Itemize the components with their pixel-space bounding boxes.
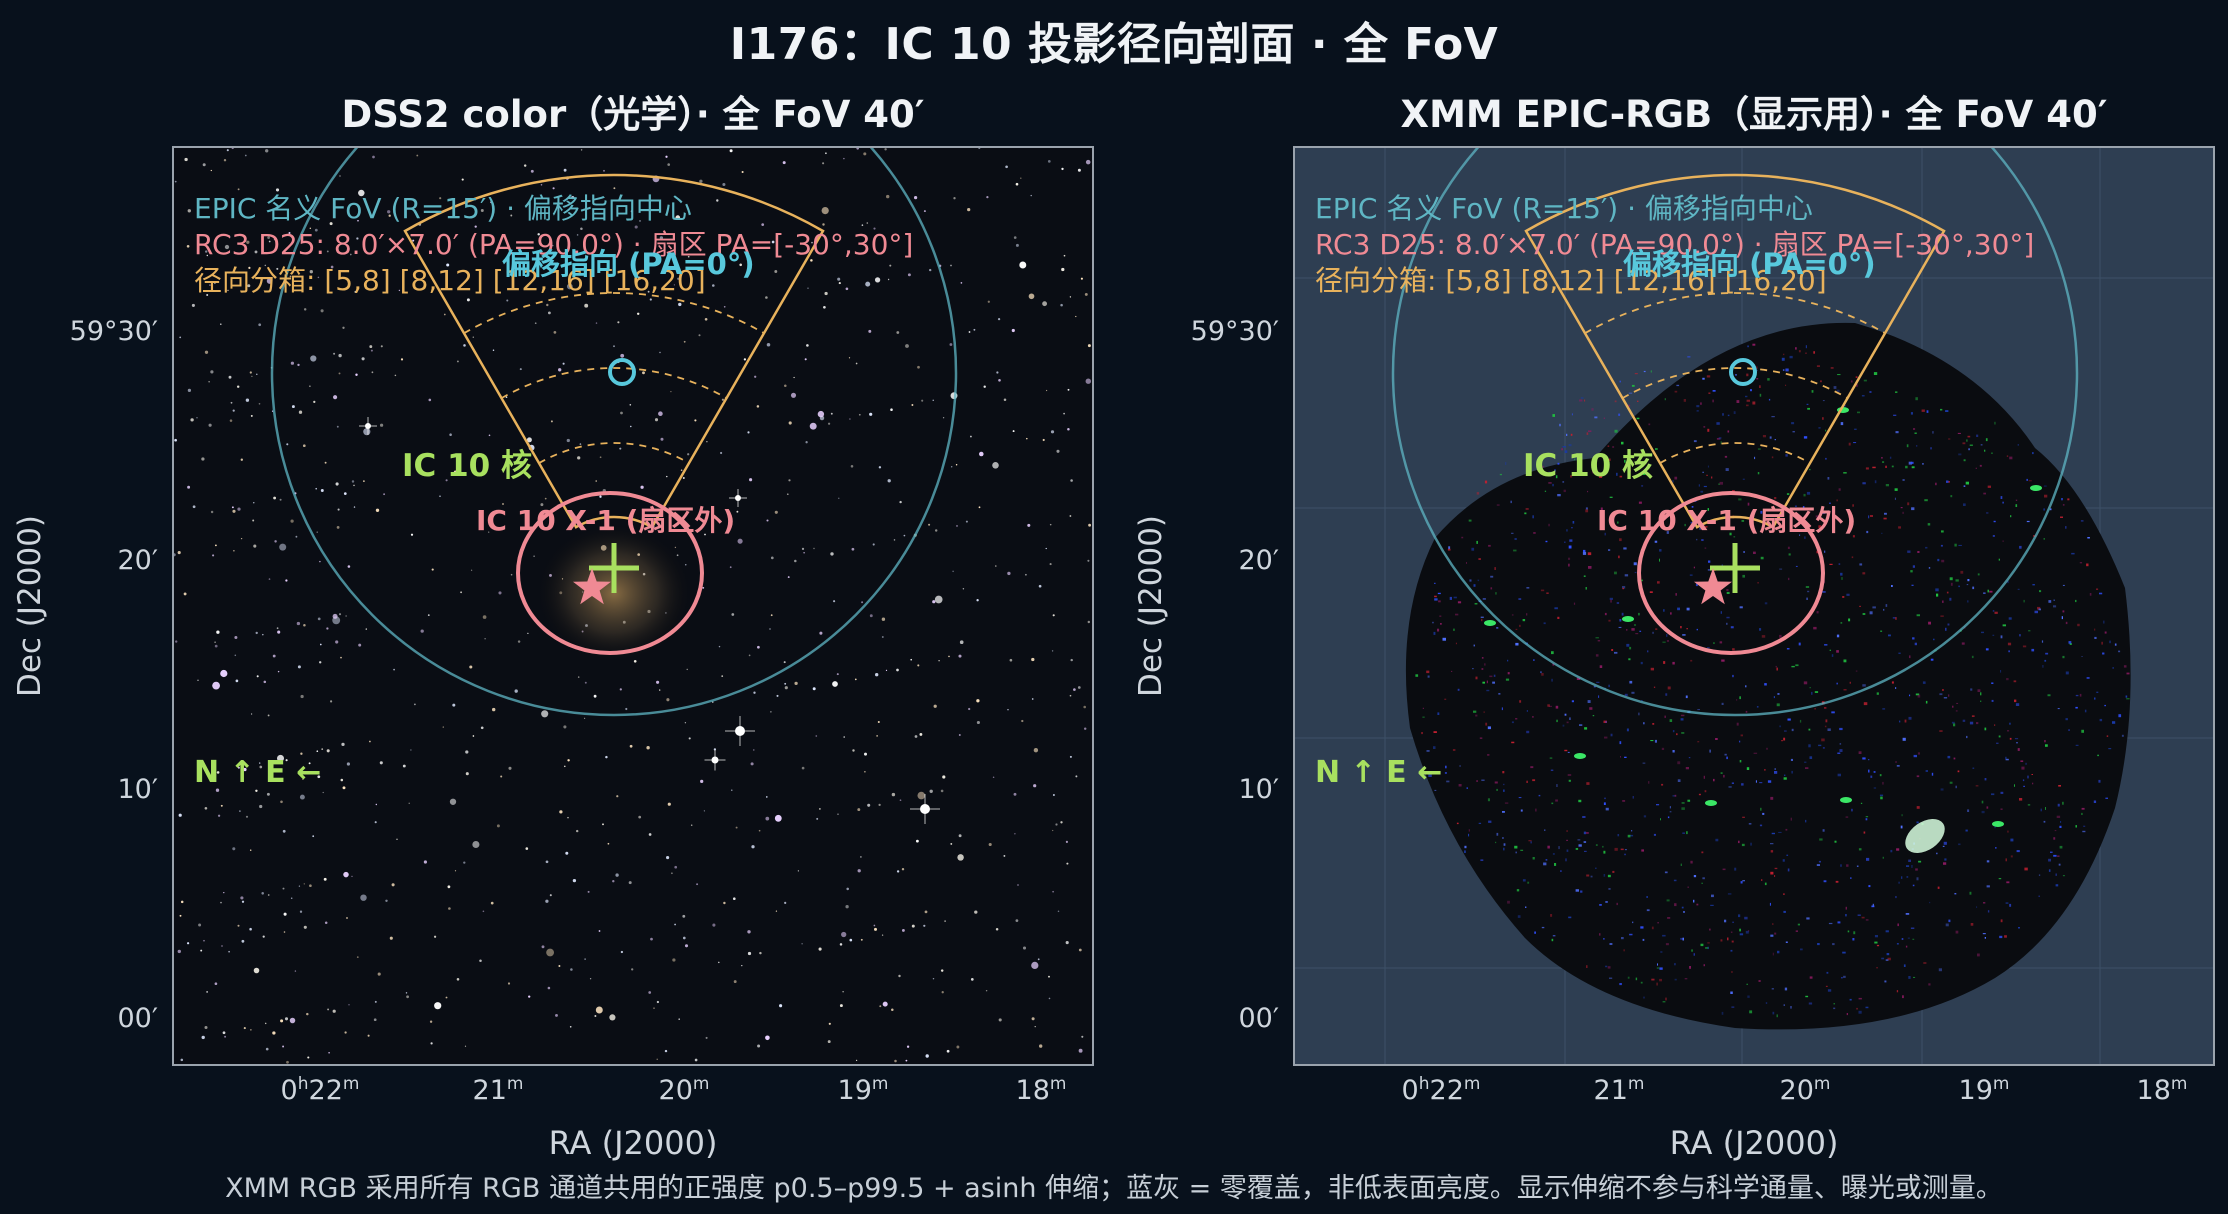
xmm-sector-wedge: [1524, 173, 1946, 529]
dss2-epic-fov-circle: [270, 148, 958, 717]
dss2-x1-label: IC 10 X-1 (扇区外): [476, 504, 735, 537]
xmm-radial-bin-arc: [1622, 367, 1848, 399]
left-xtick: 21m: [472, 1074, 524, 1106]
right-xtick: 0h22m: [1401, 1074, 1481, 1106]
dss2-sector-wedge: [403, 173, 825, 529]
dss2-radial-bin-arc: [463, 292, 765, 334]
left-xtick: 20m: [658, 1074, 710, 1106]
dss2-image-panel: EPIC 名义 FoV (R=15′) · 偏移指向中心 RC3 D25: 8.0…: [172, 146, 1094, 1066]
right-ytick: 20′: [1238, 545, 1280, 576]
left-ytick: 20′: [117, 545, 159, 576]
xmm-offset-pointing-label: 偏移指向 (PA=0°): [1623, 247, 1876, 281]
xmm-core-label: IC 10 核: [1523, 448, 1653, 484]
xmm-x1-star-marker: [1694, 568, 1732, 605]
right-ytick: 10′: [1238, 774, 1280, 805]
right-ytick: 00′: [1238, 1003, 1280, 1034]
xmm-rc3-d25-ellipse: [1637, 491, 1825, 655]
dss2-fov-label: EPIC 名义 FoV (R=15′) · 偏移指向中心: [194, 192, 692, 225]
dss2-bins-label: 径向分箱: [5,8] [8,12] [12,16] [16,20]: [194, 264, 706, 297]
right-xtick: 18m: [2136, 1074, 2188, 1106]
left-xtick: 18m: [1015, 1074, 1067, 1106]
right-xtick: 20m: [1779, 1074, 1831, 1106]
xmm-radial-bin-arc: [1584, 292, 1886, 334]
dss2-rc3-d25-ellipse: [516, 491, 704, 655]
dss2-radial-bin-arc: [501, 367, 727, 399]
right-xtick: 21m: [1593, 1074, 1645, 1106]
panel-title-dss2: DSS2 color（光学）· 全 FoV 40′: [341, 93, 925, 136]
xmm-radial-bin-arc: [1659, 442, 1811, 464]
dss2-x1-star-marker: [573, 568, 611, 605]
xmm-x1-label: IC 10 X-1 (扇区外): [1597, 504, 1856, 537]
right-y-axis-label: Dec (J2000): [1133, 514, 1169, 698]
right-xtick: 19m: [1958, 1074, 2010, 1106]
xmm-rc3-label: RC3 D25: 8.0′×7.0′ (PA=90.0°) · 扇区 PA=[-…: [1315, 228, 2034, 261]
left-ytick: 59°30′: [69, 316, 158, 347]
xmm-coverage-region: [1405, 322, 2131, 1030]
xmm-compass-label: N ↑ E ←: [1315, 755, 1442, 790]
dss2-offset-pointing-marker: [608, 358, 636, 386]
left-x-axis-label: RA (J2000): [548, 1124, 718, 1162]
dss2-core-label: IC 10 核: [402, 448, 532, 484]
left-xtick: 0h22m: [280, 1074, 360, 1106]
xmm-offset-pointing-marker: [1729, 358, 1757, 386]
bright-xray-source: [1905, 818, 1945, 854]
xmm-image-panel: EPIC 名义 FoV (R=15′) · 偏移指向中心 RC3 D25: 8.0…: [1293, 146, 2215, 1066]
left-xtick: 19m: [837, 1074, 889, 1106]
xmm-bins-label: 径向分箱: [5,8] [8,12] [12,16] [16,20]: [1315, 264, 1827, 297]
dss2-radial-bin-arc: [538, 442, 690, 464]
dss2-rc3-label: RC3 D25: 8.0′×7.0′ (PA=90.0°) · 扇区 PA=[-…: [194, 228, 913, 261]
xmm-epic-fov-circle: [1391, 148, 2079, 717]
xmm-fov-label: EPIC 名义 FoV (R=15′) · 偏移指向中心: [1315, 192, 1813, 225]
dss2-offset-pointing-label: 偏移指向 (PA=0°): [502, 247, 755, 281]
right-ytick: 59°30′: [1190, 316, 1279, 347]
left-ytick: 00′: [117, 1003, 159, 1034]
left-y-axis-label: Dec (J2000): [12, 514, 48, 698]
right-x-axis-label: RA (J2000): [1669, 1124, 1839, 1162]
panel-title-xmm: XMM EPIC-RGB（显示用）· 全 FoV 40′: [1400, 93, 2108, 136]
figure-title: I176：IC 10 投影径向剖面 · 全 FoV: [729, 19, 1499, 70]
dss2-compass-label: N ↑ E ←: [194, 755, 321, 790]
figure-caption: XMM RGB 采用所有 RGB 通道共用的正强度 p0.5–p99.5 + a…: [225, 1173, 2003, 1204]
left-ytick: 10′: [117, 774, 159, 805]
